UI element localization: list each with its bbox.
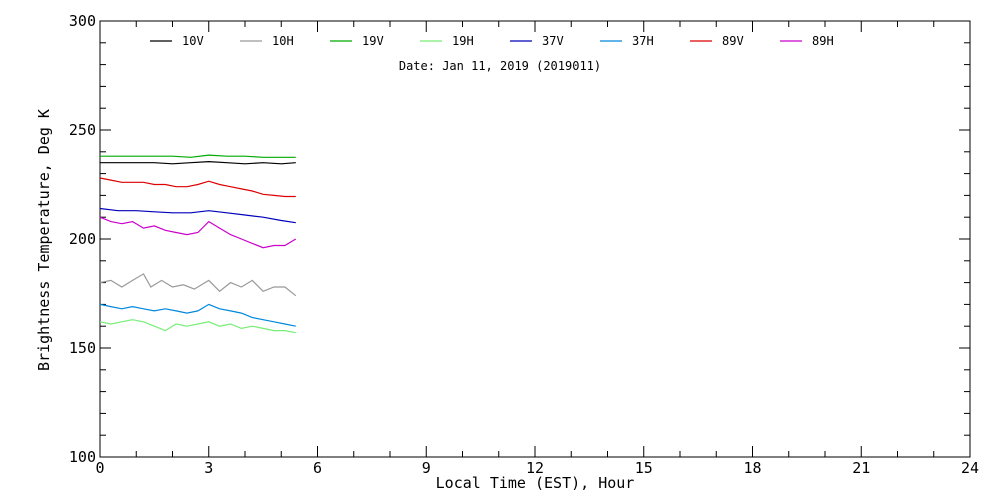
tick-labels: 0 3 6 9 12 15 18 21 24 100 150 200 250 300 <box>69 12 979 477</box>
legend-label-19v: 19V <box>362 34 384 48</box>
legend-label-37h: 37H <box>632 34 654 48</box>
legend-label-37v: 37V <box>542 34 564 48</box>
series-lines <box>99 154 297 334</box>
x-tick-label: 6 <box>313 459 322 477</box>
y-tick-label: 200 <box>69 230 96 248</box>
y-axis-label: Brightness Temperature, Deg K <box>35 109 53 371</box>
ticks <box>99 20 971 458</box>
y-tick-label: 150 <box>69 339 96 357</box>
x-tick-label: 12 <box>526 459 544 477</box>
x-tick-label: 15 <box>635 459 653 477</box>
x-tick-label: 9 <box>422 459 431 477</box>
y-tick-label: 250 <box>69 121 96 139</box>
x-tick-label: 24 <box>961 459 979 477</box>
axes <box>99 20 971 458</box>
x-axis-label: Local Time (EST), Hour <box>436 474 635 492</box>
chart-subtitle: Date: Jan 11, 2019 (2019011) <box>399 59 601 73</box>
legend-label-19h: 19H <box>452 34 474 48</box>
series-line-89v <box>99 177 296 198</box>
y-tick-label: 300 <box>69 12 96 30</box>
legend-label-89v: 89V <box>722 34 744 48</box>
x-tick-label: 0 <box>95 459 104 477</box>
series-line-19v <box>100 154 296 158</box>
series-line-19h <box>99 319 296 334</box>
plot-frame <box>99 20 971 458</box>
series-line-10h <box>99 273 297 297</box>
series-line-37h <box>99 303 296 327</box>
legend-label-10v: 10V <box>182 34 204 48</box>
series-line-10v <box>100 160 296 165</box>
legend-label-10h: 10H <box>272 34 294 48</box>
legend-label-89h: 89H <box>812 34 834 48</box>
series-line-37v <box>99 207 296 224</box>
x-tick-label: 18 <box>743 459 761 477</box>
x-tick-label: 3 <box>204 459 213 477</box>
x-tick-label: 21 <box>852 459 870 477</box>
series-line-89h <box>99 216 297 249</box>
legend: 10V 10H 19V 19H 37V 37H 89V 89H <box>150 34 834 48</box>
y-tick-label: 100 <box>69 448 96 466</box>
